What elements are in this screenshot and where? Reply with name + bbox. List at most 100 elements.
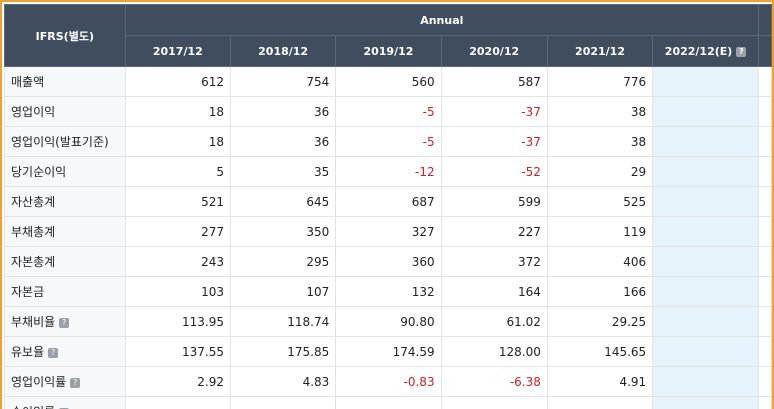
- row-label: 매출액: [4, 66, 126, 97]
- cell: [652, 156, 759, 187]
- cell: [652, 396, 759, 409]
- cell: -52: [440, 156, 548, 187]
- row-label: 순이익률?: [4, 396, 126, 409]
- cell: 4.91: [546, 366, 654, 397]
- cell: [757, 366, 772, 397]
- table-row: 영업이익률? 2.92 4.83 -0.83 -6.38 4.91: [4, 366, 772, 397]
- cell: 277: [124, 216, 231, 247]
- help-icon: ?: [59, 407, 70, 409]
- help-icon: ?: [59, 317, 70, 328]
- group-header: Annual: [124, 4, 759, 36]
- column-header: 2019/12: [335, 35, 442, 67]
- row-label: 자본총계: [4, 246, 126, 277]
- cell: [757, 276, 772, 307]
- cell: [757, 126, 772, 157]
- cell: 137.55: [124, 336, 231, 367]
- row-label: 부채비율?: [4, 306, 126, 337]
- cell: 327: [335, 216, 442, 247]
- cell: 227: [440, 216, 548, 247]
- row-label-text: 자산총계: [11, 195, 56, 209]
- cell: 2.92: [124, 366, 231, 397]
- cell: 128.00: [440, 336, 548, 367]
- cell: [757, 96, 772, 127]
- cell: [652, 336, 759, 367]
- table-row: 매출액 612 754 560 587 776: [4, 66, 772, 97]
- row-label-text: 영업이익률: [11, 375, 67, 389]
- cell: [757, 216, 772, 247]
- cell: 132: [335, 276, 442, 307]
- cell: 36: [229, 126, 337, 157]
- cell: 174.59: [335, 336, 442, 367]
- help-icon: ?: [70, 377, 81, 388]
- row-label: 유보율?: [4, 336, 126, 367]
- header-cell: [757, 4, 772, 36]
- table-row: 자본총계 243 295 360 372 406: [4, 246, 772, 277]
- cell: [757, 396, 772, 409]
- cell: 560: [335, 66, 442, 97]
- cell: [440, 396, 548, 409]
- cell: [652, 66, 759, 97]
- cell: 35: [229, 156, 337, 187]
- cell: 687: [335, 186, 442, 217]
- row-label-text: 부채총계: [11, 225, 56, 239]
- cell: -5: [335, 126, 442, 157]
- cell: 164: [440, 276, 548, 307]
- row-label-text: 매출액: [11, 75, 45, 89]
- help-icon: ?: [736, 46, 747, 57]
- cell: 525: [546, 186, 654, 217]
- column-header: 2020/12: [440, 35, 548, 67]
- row-label: 영업이익: [4, 96, 126, 127]
- cell: [546, 396, 654, 409]
- column-header: 2018/12: [229, 35, 337, 67]
- cell: -12: [335, 156, 442, 187]
- column-header: 2021/12: [546, 35, 654, 67]
- cell: [652, 366, 759, 397]
- cell: 243: [124, 246, 231, 277]
- cell: [757, 336, 772, 367]
- row-label-text: 유보율: [11, 345, 45, 359]
- cell: 118.74: [229, 306, 337, 337]
- cell: 175.85: [229, 336, 337, 367]
- cell: [757, 156, 772, 187]
- table-row: 유보율? 137.55 175.85 174.59 128.00 145.65: [4, 336, 772, 367]
- row-label-text: 당기순이익: [11, 165, 67, 179]
- cell: 29.25: [546, 306, 654, 337]
- cell: [229, 396, 337, 409]
- financial-table: IFRS(별도) Annual 2017/12 2018/12 2019/12 202…: [4, 4, 772, 409]
- cell: 360: [335, 246, 442, 277]
- row-label: 자본금: [4, 276, 126, 307]
- cell: -0.83: [335, 366, 442, 397]
- cell: -37: [440, 126, 548, 157]
- cell: -37: [440, 96, 548, 127]
- cell: 295: [229, 246, 337, 277]
- cell: 61.02: [440, 306, 548, 337]
- table-row: 영업이익 18 36 -5 -37 38: [4, 96, 772, 127]
- table-row: 영업이익(발표기준) 18 36 -5 -37 38: [4, 126, 772, 157]
- cell: 107: [229, 276, 337, 307]
- column-label: 2021/12: [575, 44, 625, 58]
- table-row: 당기순이익 5 35 -12 -52 29: [4, 156, 772, 187]
- cell: [757, 186, 772, 217]
- cell: [757, 246, 772, 277]
- cell: 103: [124, 276, 231, 307]
- cell: 18: [124, 96, 231, 127]
- table-row: 자산총계 521 645 687 599 525: [4, 186, 772, 217]
- help-icon: ?: [48, 347, 59, 358]
- cell: 350: [229, 216, 337, 247]
- cell: [652, 186, 759, 217]
- cell: 4.83: [229, 366, 337, 397]
- cell: 587: [440, 66, 548, 97]
- cell: 599: [440, 186, 548, 217]
- cell: 113.95: [124, 306, 231, 337]
- cell: [757, 66, 772, 97]
- cell: 29: [546, 156, 654, 187]
- table-row: 자본금 103 107 132 164 166: [4, 276, 772, 307]
- cell: [652, 126, 759, 157]
- corner-header: IFRS(별도): [4, 4, 126, 67]
- cell: 90.80: [335, 306, 442, 337]
- table-row: 순이익률?: [4, 396, 772, 409]
- cell: 166: [546, 276, 654, 307]
- cell: 776: [546, 66, 654, 97]
- cell: [652, 306, 759, 337]
